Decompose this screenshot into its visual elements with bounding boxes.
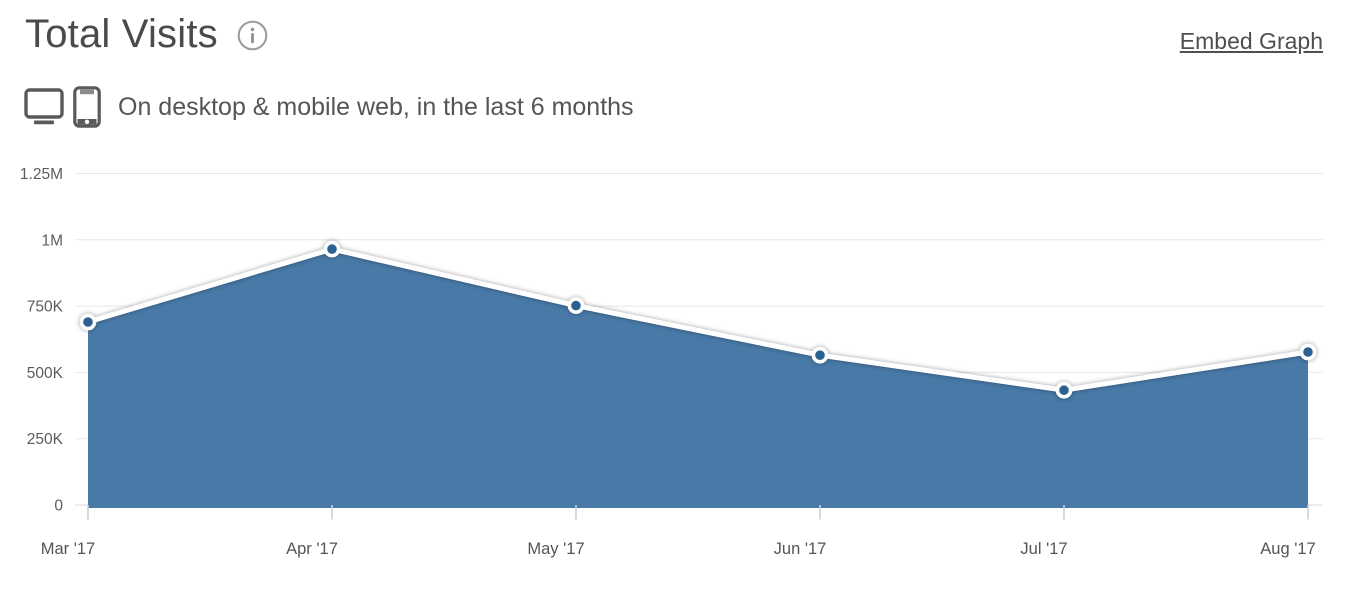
- chart-subtitle-row: On desktop & mobile web, in the last 6 m…: [24, 84, 634, 130]
- chart-subtitle: On desktop & mobile web, in the last 6 m…: [118, 92, 634, 121]
- header: Total Visits Embed Graph: [25, 12, 1323, 64]
- data-point[interactable]: [567, 297, 585, 314]
- area-fill: [88, 249, 1308, 508]
- data-point[interactable]: [811, 346, 829, 364]
- y-axis-label: 750K: [27, 299, 64, 316]
- embed-graph-link[interactable]: Embed Graph: [1179, 28, 1323, 54]
- y-axis-label: 0: [54, 498, 63, 515]
- x-axis-label: Mar '17: [41, 540, 96, 558]
- data-point[interactable]: [1299, 343, 1317, 361]
- info-icon[interactable]: [237, 20, 268, 51]
- y-axis-label: 1.25M: [20, 166, 63, 183]
- x-axis-label: Apr '17: [286, 540, 338, 558]
- chart-area: 1.25M 1M 750K 500K 250K 0 Mar '17 Apr '17 May '1…: [0, 150, 1356, 606]
- x-axis-label: May '17: [527, 540, 584, 558]
- data-point[interactable]: [1055, 381, 1073, 399]
- x-axis-label: Aug '17: [1260, 540, 1315, 558]
- total-visits-chart[interactable]: 1.25M 1M 750K 500K 250K 0 Mar '17 Apr '17 May '1…: [0, 150, 1356, 606]
- y-axis-label: 1M: [41, 232, 63, 249]
- x-axis-label: Jul '17: [1020, 540, 1067, 558]
- mobile-phone-icon: [73, 86, 101, 128]
- page-title: Total Visits: [25, 12, 218, 56]
- y-axis-label: 250K: [27, 431, 64, 448]
- series-line: [85, 246, 1311, 393]
- y-axis-label: 500K: [27, 365, 64, 382]
- data-point[interactable]: [79, 313, 97, 331]
- data-point[interactable]: [323, 240, 341, 258]
- desktop-monitor-icon: [24, 88, 64, 125]
- x-axis-label: Jun '17: [774, 540, 827, 558]
